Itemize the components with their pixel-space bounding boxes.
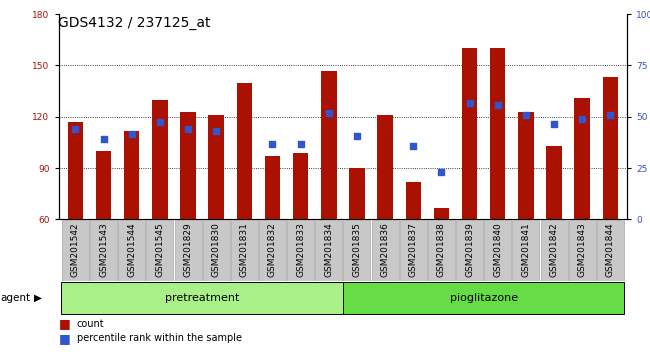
Bar	[237, 82, 252, 219]
FancyBboxPatch shape	[174, 220, 202, 281]
Bar	[349, 168, 365, 219]
FancyBboxPatch shape	[90, 220, 117, 281]
FancyBboxPatch shape	[512, 220, 540, 281]
Point	[408, 143, 419, 149]
Point	[464, 100, 474, 106]
Point	[352, 133, 362, 138]
Text: GSM201542: GSM201542	[71, 223, 80, 277]
Text: ▶: ▶	[34, 293, 42, 303]
Bar	[321, 71, 337, 219]
Point	[155, 119, 165, 125]
FancyBboxPatch shape	[146, 220, 174, 281]
Text: GSM201844: GSM201844	[606, 223, 615, 277]
Text: ■: ■	[58, 332, 70, 344]
FancyBboxPatch shape	[203, 220, 229, 281]
FancyBboxPatch shape	[372, 220, 398, 281]
FancyBboxPatch shape	[343, 220, 370, 281]
Text: agent: agent	[1, 293, 31, 303]
Text: percentile rank within the sample: percentile rank within the sample	[77, 333, 242, 343]
FancyBboxPatch shape	[315, 220, 343, 281]
Point	[98, 136, 109, 142]
Bar	[575, 98, 590, 219]
FancyBboxPatch shape	[569, 220, 595, 281]
Bar	[265, 156, 280, 219]
Point	[493, 102, 503, 108]
Bar	[462, 48, 477, 219]
Point	[127, 131, 137, 137]
Text: GDS4132 / 237125_at: GDS4132 / 237125_at	[58, 16, 211, 30]
FancyBboxPatch shape	[456, 220, 483, 281]
Bar	[124, 131, 140, 219]
Bar	[603, 78, 618, 219]
Text: count: count	[77, 319, 104, 329]
FancyBboxPatch shape	[287, 220, 314, 281]
Bar	[209, 115, 224, 219]
Text: pretreatment: pretreatment	[165, 293, 239, 303]
Text: GSM201843: GSM201843	[578, 223, 587, 277]
Point	[70, 126, 81, 132]
Point	[577, 116, 588, 121]
Bar	[68, 122, 83, 219]
Text: GSM201545: GSM201545	[155, 223, 164, 277]
Bar	[180, 112, 196, 219]
Text: GSM201838: GSM201838	[437, 223, 446, 278]
FancyBboxPatch shape	[259, 220, 286, 281]
Bar	[293, 153, 308, 219]
Text: GSM201834: GSM201834	[324, 223, 333, 277]
FancyBboxPatch shape	[118, 220, 145, 281]
Text: ■: ■	[58, 318, 70, 330]
FancyBboxPatch shape	[400, 220, 427, 281]
Text: GSM201831: GSM201831	[240, 223, 249, 278]
Text: pioglitazone: pioglitazone	[450, 293, 517, 303]
Bar	[490, 48, 506, 219]
FancyBboxPatch shape	[428, 220, 455, 281]
Text: GSM201839: GSM201839	[465, 223, 474, 278]
Bar	[152, 100, 168, 219]
Bar	[378, 115, 393, 219]
Text: GSM201544: GSM201544	[127, 223, 136, 277]
Bar	[546, 146, 562, 219]
Point	[267, 141, 278, 147]
Text: GSM201841: GSM201841	[521, 223, 530, 277]
Point	[296, 141, 306, 147]
Text: GSM201835: GSM201835	[352, 223, 361, 278]
Text: GSM201837: GSM201837	[409, 223, 418, 278]
FancyBboxPatch shape	[231, 220, 258, 281]
Text: GSM201833: GSM201833	[296, 223, 305, 278]
Point	[211, 128, 222, 133]
FancyBboxPatch shape	[597, 220, 624, 281]
FancyBboxPatch shape	[541, 220, 567, 281]
Text: GSM201829: GSM201829	[183, 223, 192, 277]
Text: GSM201543: GSM201543	[99, 223, 108, 277]
Text: GSM201836: GSM201836	[381, 223, 389, 278]
FancyBboxPatch shape	[61, 282, 343, 314]
Point	[549, 121, 559, 126]
Bar	[434, 207, 449, 219]
Text: GSM201830: GSM201830	[212, 223, 220, 278]
Bar	[96, 151, 111, 219]
Bar	[406, 182, 421, 219]
Text: GSM201840: GSM201840	[493, 223, 502, 277]
Point	[183, 126, 193, 132]
FancyBboxPatch shape	[62, 220, 89, 281]
Point	[436, 169, 447, 175]
Point	[324, 110, 334, 116]
FancyBboxPatch shape	[484, 220, 512, 281]
Point	[605, 112, 616, 118]
Text: GSM201842: GSM201842	[549, 223, 558, 277]
Text: GSM201832: GSM201832	[268, 223, 277, 277]
FancyBboxPatch shape	[343, 282, 625, 314]
Bar	[518, 112, 534, 219]
Point	[521, 112, 531, 118]
